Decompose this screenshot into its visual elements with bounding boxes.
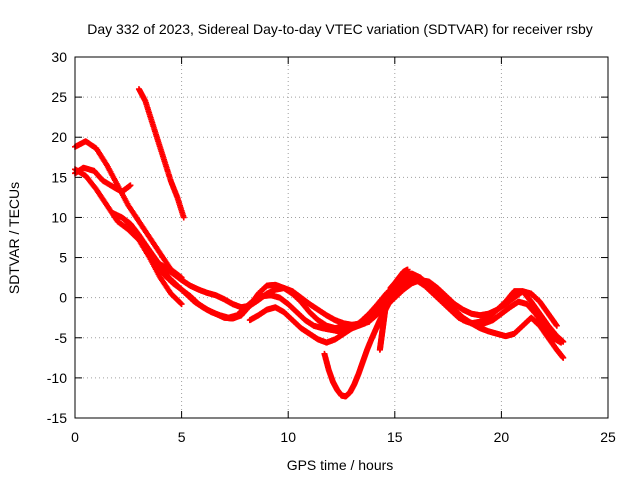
- series-track-7: [246, 274, 567, 361]
- data-point: [127, 182, 134, 189]
- data-point: [383, 298, 390, 305]
- y-tick-label: 20: [51, 129, 67, 145]
- series-track-11: [387, 266, 411, 292]
- series-track-8: [135, 86, 187, 221]
- y-tick-label: 5: [59, 250, 67, 266]
- y-axis-label: SDTVAR / TECUs: [6, 182, 22, 294]
- y-tick-label: 15: [51, 169, 67, 185]
- data-marks: [72, 86, 567, 400]
- x-tick-label: 20: [494, 429, 510, 445]
- x-axis-label: GPS time / hours: [287, 457, 394, 473]
- y-tick-labels: -15 -10 -5 0 5 10 15 20 25 30: [47, 49, 67, 426]
- x-tick-label: 15: [387, 429, 403, 445]
- data-point: [558, 339, 565, 346]
- y-tick-label: 0: [59, 290, 67, 306]
- x-tick-label: 10: [280, 429, 296, 445]
- plot-frame: [74, 56, 609, 419]
- data-point: [553, 322, 560, 329]
- y-tick-label: 30: [51, 49, 67, 65]
- series-track-1: [72, 138, 185, 281]
- x-tick-labels: 0 5 10 15 20 25: [71, 429, 616, 445]
- y-tick-label: -15: [47, 410, 67, 426]
- y-tick-label: 10: [51, 209, 67, 225]
- x-tick-label: 25: [600, 429, 616, 445]
- data-point: [177, 300, 184, 307]
- data-point: [560, 354, 567, 361]
- x-tick-label: 5: [178, 429, 186, 445]
- chart-title: Day 332 of 2023, Sidereal Day-to-day VTE…: [87, 21, 593, 37]
- series-track-10: [376, 298, 390, 353]
- data-point: [178, 301, 185, 308]
- y-tick-label: -10: [47, 370, 67, 386]
- data-point: [404, 266, 411, 273]
- x-tick-label: 0: [71, 429, 79, 445]
- y-tick-label: 25: [51, 89, 67, 105]
- y-tick-label: -5: [55, 330, 68, 346]
- data-point: [180, 214, 187, 221]
- data-point: [406, 280, 413, 287]
